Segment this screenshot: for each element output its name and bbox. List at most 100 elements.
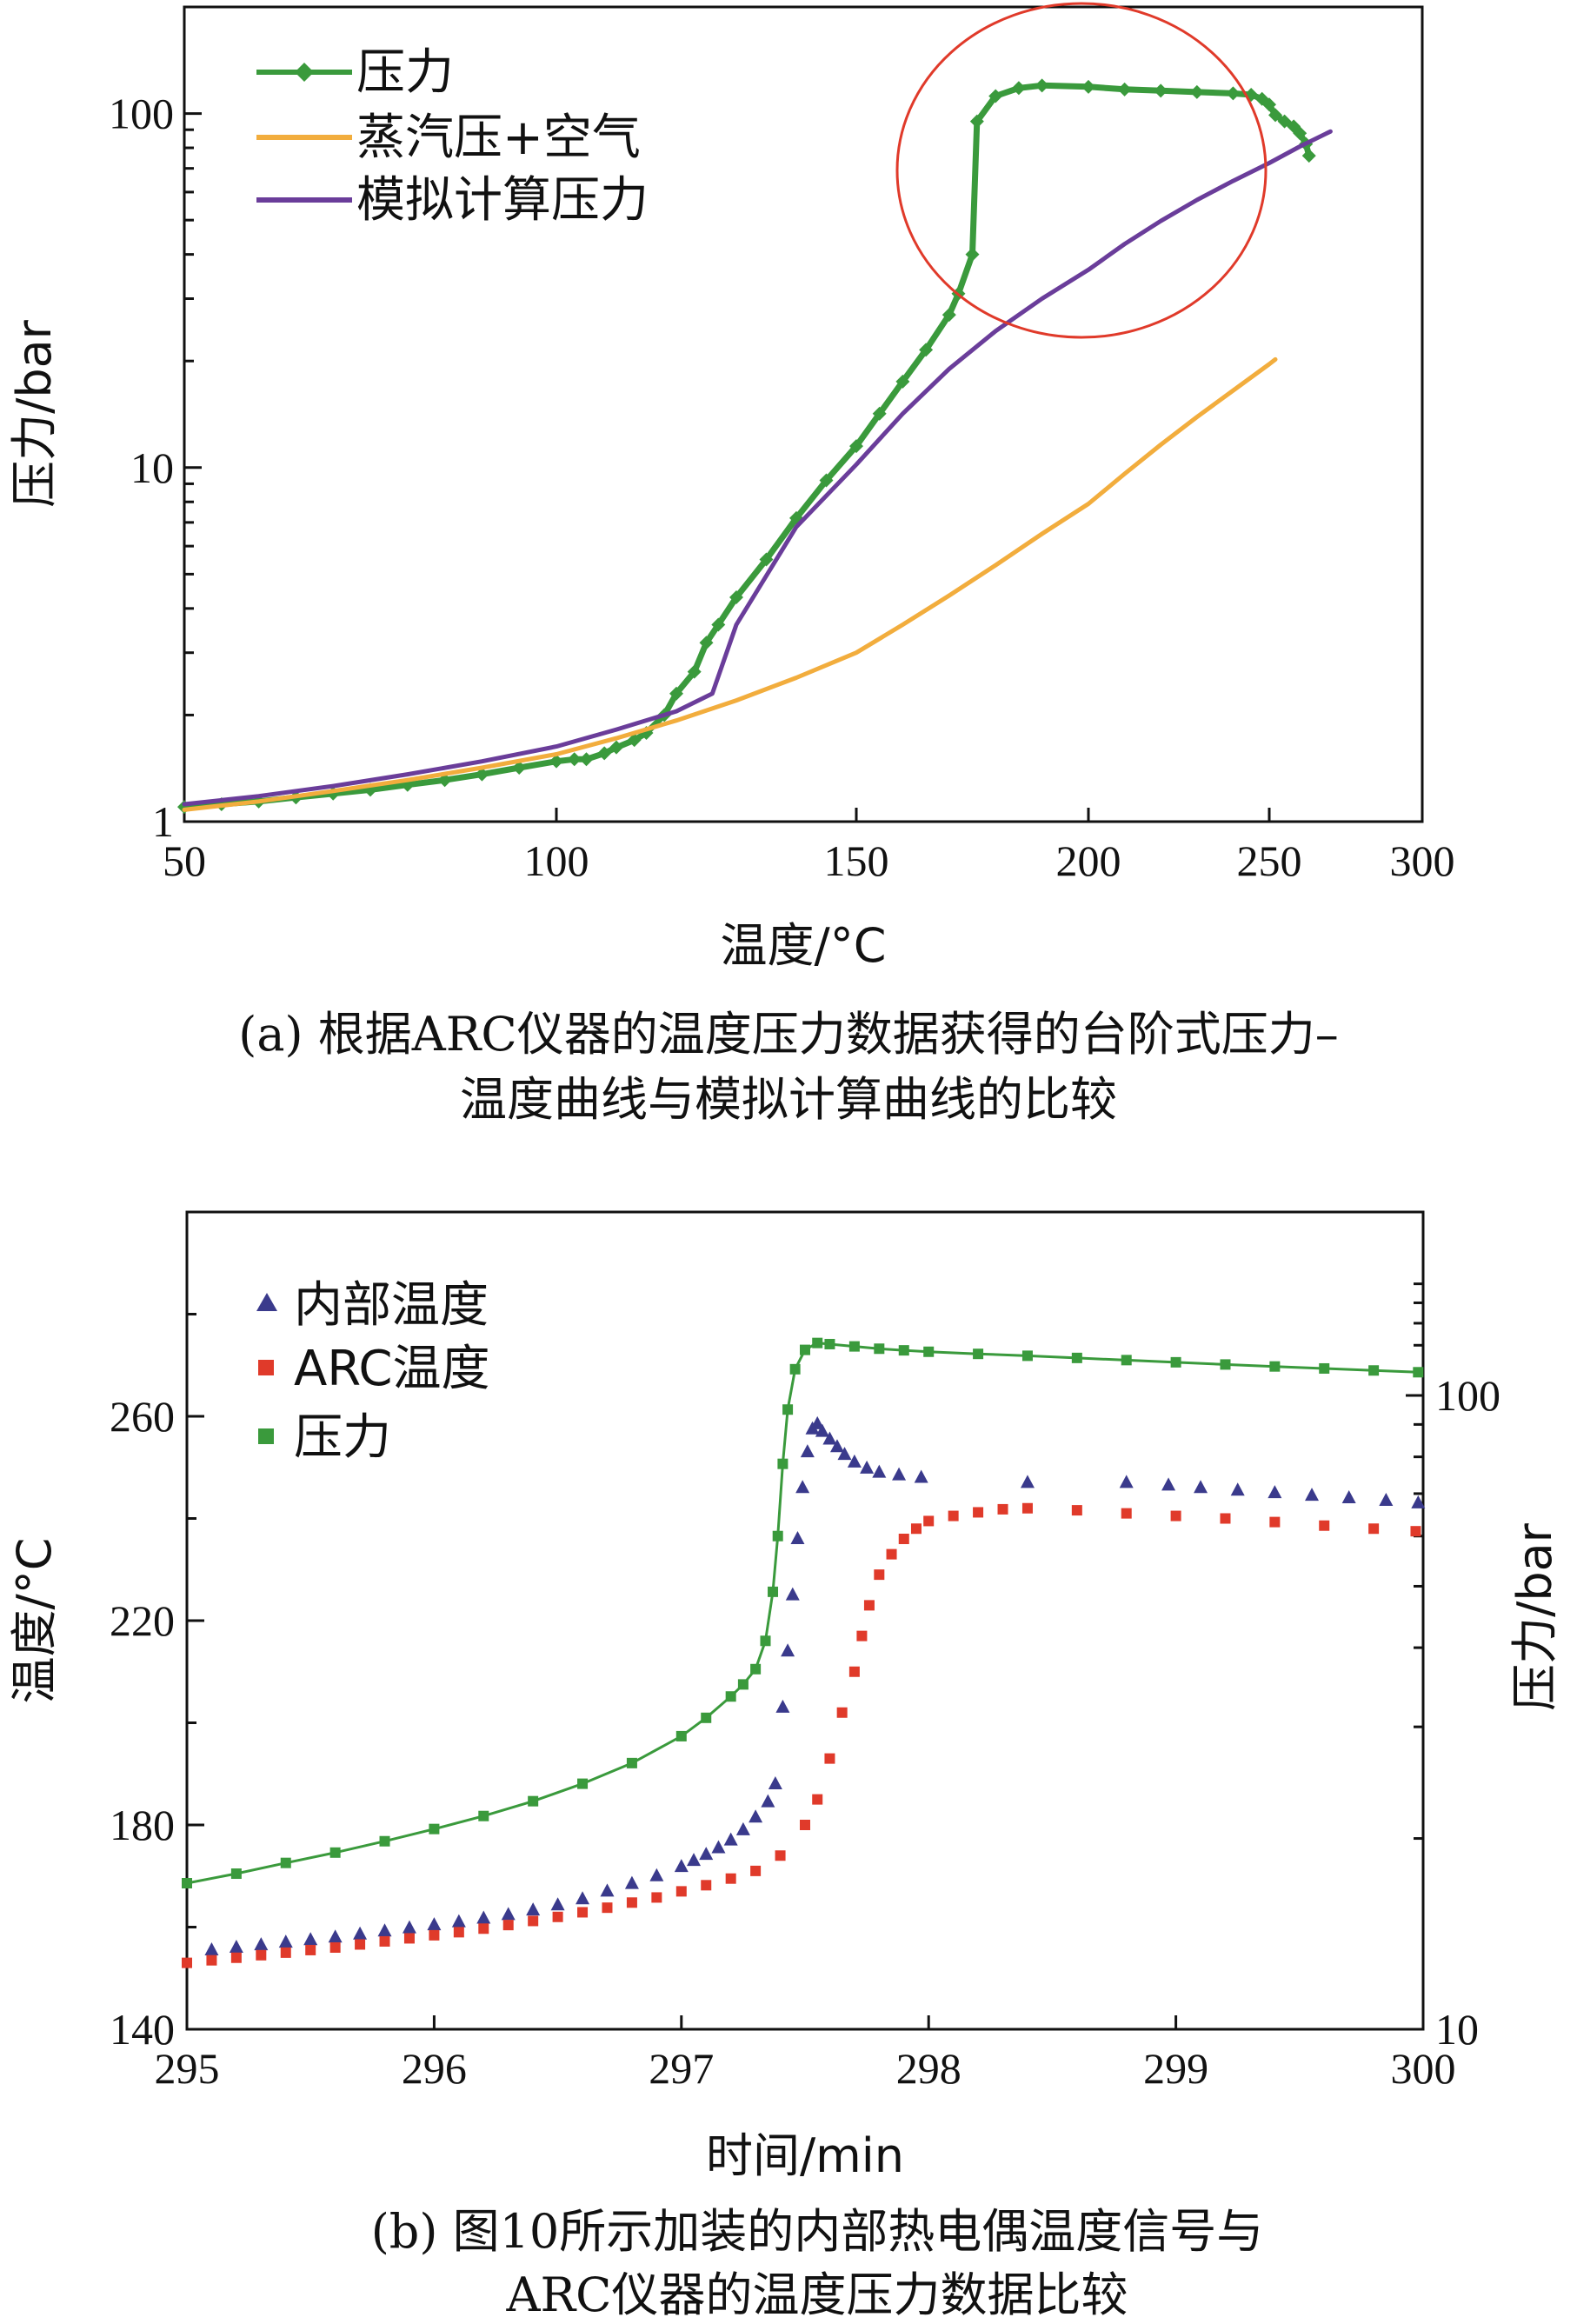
x-tick-label: 200: [1056, 836, 1121, 885]
data-point: [800, 1444, 815, 1458]
data-point: [750, 1865, 762, 1876]
data-point: [577, 1907, 589, 1918]
data-point: [1121, 1355, 1132, 1366]
data-point: [687, 664, 702, 679]
x-tick-label: 50: [163, 836, 206, 885]
chart-b-tick-labels: 295 296 297 298 299 300 140 180 220 260 10 100: [110, 1371, 1500, 2093]
data-point: [973, 1507, 984, 1518]
data-point: [674, 1859, 689, 1873]
data-point: [649, 1868, 664, 1881]
data-point: [1170, 1510, 1181, 1522]
chart-b-xlabel: 时间/min: [706, 2128, 904, 2183]
chart-b-legend: 内部温度 ARC温度 压力: [256, 1277, 490, 1466]
data-point: [451, 1914, 466, 1928]
y-tick-label: 140: [110, 2005, 175, 2054]
data-point: [1410, 1526, 1421, 1537]
chart-b-series: [182, 1337, 1426, 1968]
data-point: [1189, 84, 1204, 99]
data-point: [750, 1663, 762, 1675]
highlight-circle: [895, 2, 1268, 339]
data-point: [824, 1753, 835, 1764]
data-point: [1305, 1488, 1320, 1502]
data-point: [549, 754, 563, 769]
data-point: [355, 1939, 366, 1950]
data-point: [427, 1917, 442, 1931]
data-point: [819, 473, 834, 488]
y2-tick-label: 100: [1435, 1371, 1500, 1420]
y-tick-label: 220: [110, 1596, 175, 1645]
data-point: [1071, 1505, 1082, 1516]
data-point: [429, 1929, 440, 1941]
legend-marker-pressure-b: [258, 1428, 274, 1444]
data-point: [874, 1569, 885, 1581]
y2-tick-label: 10: [1435, 2005, 1479, 2054]
data-point: [229, 1940, 243, 1953]
x-tick-label: 100: [524, 836, 589, 885]
y-tick-label: 10: [130, 443, 174, 492]
data-point: [725, 1873, 736, 1884]
x-tick-label: 295: [155, 2044, 220, 2093]
data-point: [402, 1920, 416, 1934]
data-point: [768, 1776, 782, 1789]
chart-b-ylabel: 温度/°C: [7, 1538, 62, 1704]
data-point: [1341, 1490, 1356, 1503]
chart-a: 50 100 150 200 250 300 1 10 100 压力 蒸汽压+空气 模拟计算压力…: [7, 2, 1455, 1127]
chart-a-frame: [183, 5, 1424, 823]
x-tick-label: 299: [1143, 2044, 1208, 2093]
data-point: [863, 1600, 875, 1611]
chart-a-caption-line1: (a) 根据ARC仪器的温度压力数据获得的台阶式压力–: [238, 1007, 1338, 1062]
data-point: [781, 1643, 795, 1657]
data-point: [711, 1840, 726, 1854]
data-point: [1220, 1513, 1231, 1524]
data-point: [973, 1348, 984, 1360]
legend-label-pressure-b: 压力: [294, 1409, 391, 1466]
data-point: [1269, 1361, 1281, 1372]
chart-b-y2label: 压力/bar: [1507, 1522, 1562, 1711]
y-tick-label: 1: [152, 797, 174, 846]
data-point: [1269, 1516, 1281, 1528]
data-point: [923, 1346, 935, 1357]
data-point: [1262, 97, 1276, 112]
data-point: [1301, 149, 1316, 163]
data-point: [1226, 86, 1241, 101]
data-point: [206, 1954, 217, 1966]
data-point: [453, 1927, 464, 1938]
data-point: [528, 1795, 539, 1807]
legend-label-arc-temp: ARC温度: [294, 1341, 490, 1397]
data-point: [824, 1338, 835, 1349]
data-point: [1170, 1356, 1181, 1368]
data-point: [278, 1934, 293, 1948]
legend-label-simulated: 模拟计算压力: [356, 172, 649, 229]
data-point: [948, 1510, 959, 1522]
data-point: [1368, 1523, 1380, 1535]
data-point: [919, 343, 934, 357]
data-point: [777, 1458, 788, 1469]
data-point: [579, 752, 594, 767]
data-point: [795, 1480, 810, 1494]
data-point: [1035, 78, 1049, 93]
data-point: [627, 733, 642, 748]
data-point: [597, 746, 612, 761]
data-point: [1413, 1367, 1424, 1378]
data-point: [735, 1821, 750, 1835]
data-point: [502, 1920, 514, 1931]
data-point: [812, 1794, 823, 1805]
data-point: [923, 1515, 935, 1527]
chart-b-caption-line1: (b) 图10所示加装的内部热电偶温度信号与: [371, 2204, 1264, 2259]
x-tick-label: 250: [1237, 836, 1302, 885]
data-point: [1154, 83, 1168, 98]
data-point: [1021, 1502, 1033, 1514]
data-point: [872, 406, 887, 421]
data-point: [501, 1907, 516, 1921]
x-tick-label: 150: [824, 836, 889, 885]
data-point: [1319, 1520, 1330, 1531]
data-point: [669, 686, 683, 701]
x-tick-label: 296: [402, 2044, 467, 2093]
data-point: [997, 1503, 1008, 1515]
data-point: [230, 1952, 242, 1963]
data-point: [969, 114, 984, 129]
data-point: [789, 1363, 801, 1375]
data-point: [305, 1944, 316, 1955]
data-point: [624, 1875, 639, 1889]
data-point: [699, 1847, 714, 1861]
